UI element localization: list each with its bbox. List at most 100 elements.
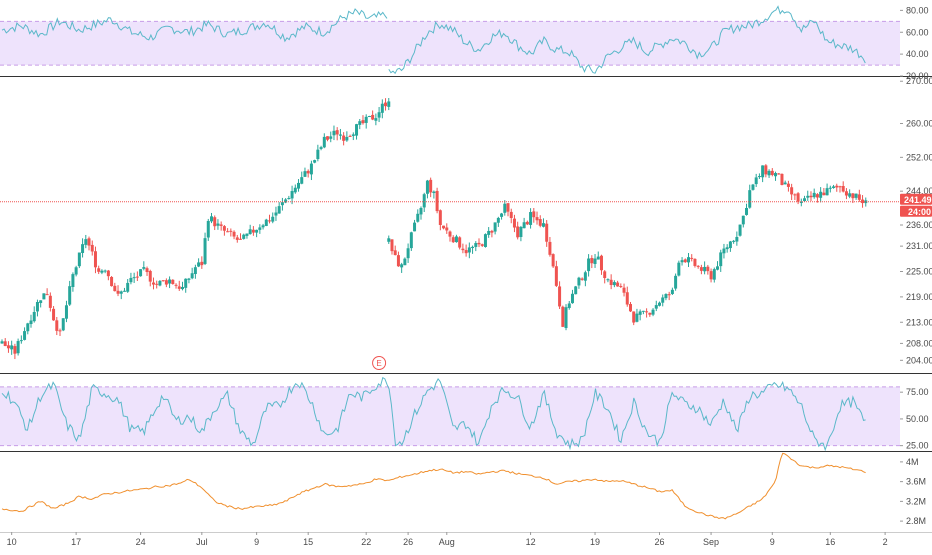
candle-body (680, 260, 684, 263)
candle-body (677, 262, 681, 276)
candle-body (97, 268, 101, 272)
rsi-top-line (388, 5, 866, 75)
date-tick-label: 2 (883, 537, 888, 547)
candle-body (474, 243, 478, 247)
candle-body (284, 199, 288, 203)
candle-body (245, 233, 249, 236)
candle-body (384, 102, 388, 107)
candle-body (458, 237, 462, 248)
candle-body (490, 230, 494, 233)
candle-body (264, 219, 268, 226)
candle-body (751, 184, 755, 190)
rsi-top-tick-label: 80.00 (906, 5, 929, 15)
candle-body (148, 270, 152, 282)
candle-body (445, 227, 449, 231)
rsi-mid-line (1, 376, 866, 452)
candle-body (696, 265, 700, 267)
candle-body (193, 267, 197, 275)
candle-body (493, 222, 497, 232)
candle-body (226, 231, 230, 233)
candle-body (303, 171, 307, 177)
candle-body (667, 294, 671, 296)
candle-body (551, 254, 555, 267)
candle-body (229, 230, 233, 232)
candle-body (116, 290, 120, 294)
candle-body (200, 261, 204, 266)
candle-body (657, 302, 661, 306)
candle-body (844, 191, 848, 196)
rsi-mid-tick-label: 50.00 (906, 414, 929, 424)
candle-body (567, 303, 571, 308)
candle-body (522, 222, 526, 229)
candle-body (574, 286, 578, 295)
candle-body (177, 286, 181, 289)
candle-body (451, 237, 455, 243)
candle-body (164, 280, 168, 285)
candle-body (545, 223, 549, 242)
candle-body (616, 282, 620, 287)
candle-body (235, 237, 239, 240)
candle-body (90, 244, 94, 252)
candle-body (45, 294, 49, 296)
candle-body (761, 165, 765, 178)
candle-body (219, 224, 223, 226)
candle-body (61, 318, 65, 331)
price-tick-label: 204.00 (906, 355, 932, 365)
candle-body (848, 193, 852, 197)
candle-body (419, 207, 423, 215)
candle-body (599, 255, 603, 271)
candle-body (100, 270, 104, 273)
candle-body (596, 256, 600, 260)
date-tick-label: 15 (303, 537, 313, 547)
candle-body (377, 112, 381, 118)
candle-body (77, 252, 81, 267)
candle-body (155, 283, 159, 285)
candle-body (512, 218, 516, 228)
candle-body (161, 280, 165, 282)
candle-body (222, 226, 226, 231)
candle-body (825, 188, 829, 196)
rsi-mid-tick-label: 25.00 (906, 441, 929, 451)
candle-body (361, 120, 365, 124)
candle-body (728, 241, 732, 249)
candle-body (777, 173, 781, 175)
candle-body (645, 311, 649, 313)
rsi-top-tick-label: 60.00 (906, 27, 929, 37)
candle-body (480, 244, 484, 246)
candle-body (39, 300, 43, 304)
candle-body (687, 257, 691, 263)
candle-body (406, 248, 410, 259)
candle-body (838, 186, 842, 188)
candle-body (242, 234, 246, 239)
candle-body (113, 285, 117, 292)
candle-body (603, 271, 607, 278)
candle-body (467, 247, 471, 253)
candle-body (396, 255, 400, 267)
candle-body (126, 282, 130, 292)
candle-body (290, 191, 294, 199)
candle-body (145, 268, 149, 273)
candle-body (106, 270, 110, 277)
earnings-marker[interactable] (372, 356, 387, 370)
candle-body (23, 331, 27, 340)
last-price-label: 241.49 (904, 195, 932, 205)
candle-body (232, 231, 236, 237)
candle-body (438, 210, 442, 225)
candle-body (822, 192, 826, 196)
candle-body (806, 195, 810, 198)
candle-body (706, 266, 710, 272)
candle-body (403, 258, 407, 266)
candle-body (55, 320, 59, 331)
candle-body (187, 278, 191, 280)
candle-body (841, 186, 845, 192)
candle-body (651, 309, 655, 315)
candle-body (374, 118, 378, 121)
candle-body (541, 223, 545, 227)
rsi-top-tick-label: 40.00 (906, 49, 929, 59)
candle-body (355, 124, 359, 136)
candle-body (661, 297, 665, 303)
price-tick-label: 260.00 (906, 119, 932, 129)
candle-body (803, 198, 807, 202)
